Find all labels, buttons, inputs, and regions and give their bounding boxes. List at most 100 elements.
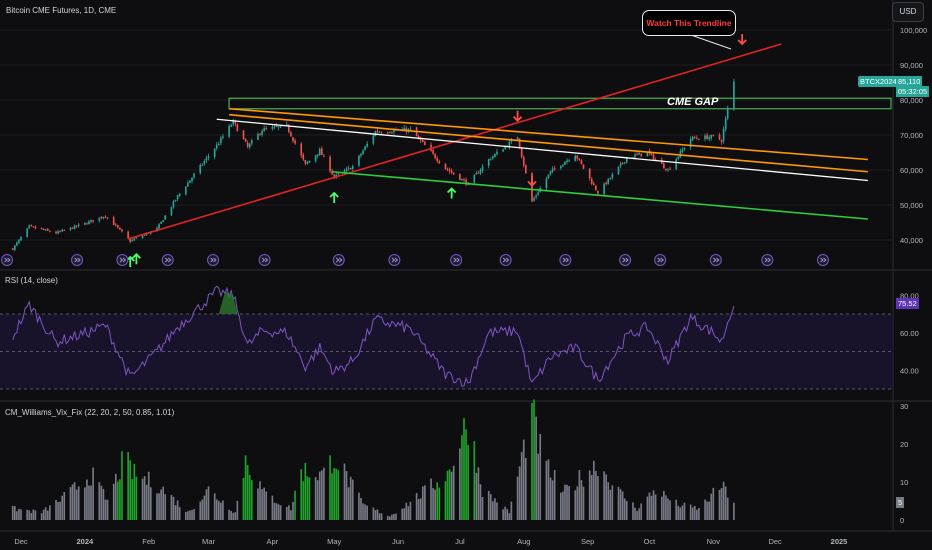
vix-bar (149, 487, 152, 520)
candle-body (718, 134, 721, 140)
time-tick-label: Oct (644, 537, 657, 546)
vix-bar (244, 455, 247, 520)
candle-body (520, 148, 523, 157)
candle-body (178, 193, 181, 196)
vix-bar (366, 505, 368, 520)
candle-body (590, 178, 593, 184)
candle-body (459, 173, 461, 180)
vix-bar (733, 502, 735, 520)
vix-bar (316, 480, 319, 520)
trendline-white (216, 118, 868, 182)
candle-body (215, 144, 218, 149)
candle-body (201, 164, 204, 166)
vix-bar (574, 490, 577, 520)
event-marker-glyph (391, 257, 399, 263)
vix-bar (73, 482, 76, 520)
vix-bar (257, 488, 259, 520)
candle-body (292, 137, 294, 142)
vix-bar (90, 485, 92, 520)
candle-body (302, 154, 305, 160)
vix-bar (650, 495, 653, 520)
vix-bar (176, 500, 179, 520)
vix-bar (143, 476, 146, 520)
vix-bar (55, 499, 57, 520)
candle-body (271, 126, 274, 130)
time-tick-label: Mar (202, 537, 215, 546)
event-marker-glyph (164, 257, 172, 263)
candle-body (421, 139, 424, 142)
vix-bar (562, 491, 564, 520)
candle-body (547, 174, 550, 179)
vix-bar (553, 470, 556, 520)
vix-bar (683, 502, 686, 520)
price-tick-label: 40,000 (900, 236, 923, 245)
rsi-line (12, 285, 735, 387)
vix-bar (496, 502, 498, 520)
vix-bar (590, 474, 593, 520)
vix-bar (117, 481, 119, 520)
candle-body (46, 228, 49, 231)
candle-body (504, 146, 507, 150)
candle-body (568, 160, 570, 162)
candle-body (73, 225, 76, 230)
vix-bar (605, 474, 607, 520)
vix-bar (164, 494, 167, 520)
candle-body (524, 164, 527, 174)
candle-body (158, 224, 160, 229)
vix-bar (201, 499, 204, 520)
vix-bar (549, 477, 552, 520)
price-tick-label: 100,000 (900, 26, 927, 35)
vix-bar (230, 511, 232, 520)
vix-bar (119, 479, 121, 520)
candle-body (566, 160, 568, 163)
vix-bar (681, 505, 684, 520)
candle-body (100, 216, 103, 219)
candle-body (502, 149, 504, 152)
vix-bar (302, 481, 305, 520)
vix-bar (438, 487, 441, 520)
candle-body (88, 221, 90, 225)
candle-body (366, 143, 368, 147)
candle-body (380, 132, 383, 134)
currency-button[interactable]: USD (892, 2, 924, 22)
rsi-overbought-fill (218, 291, 238, 314)
vix-bar (135, 476, 138, 520)
candle-body (335, 174, 338, 177)
vix-bar (213, 493, 216, 520)
vix-bar (611, 485, 614, 520)
candle-body (551, 168, 554, 172)
candle-body (42, 228, 45, 230)
rsi-tick-label: 80.00 (900, 291, 919, 300)
vix-bar (636, 510, 638, 520)
candle-body (665, 168, 667, 171)
vix-bar (712, 487, 715, 520)
vix-bar (193, 508, 195, 520)
candle-body (663, 163, 665, 169)
candle-body (308, 160, 311, 163)
vix-bar (347, 487, 350, 520)
vix-bar (40, 513, 43, 520)
vix-bar (114, 473, 117, 520)
candle-body (607, 178, 610, 184)
vix-bar (234, 512, 237, 520)
vix-bar (158, 493, 160, 520)
candle-body (119, 227, 121, 230)
price-axis[interactable]: 100,000 90,000 80,000 70,000 60,000 50,000 40,… (900, 26, 927, 245)
candle-body (391, 132, 393, 134)
event-markers[interactable] (1, 254, 829, 266)
candle-body (463, 179, 465, 181)
candle-body (86, 223, 88, 225)
candle-body (77, 224, 80, 226)
vix-tick-label: 10 (900, 478, 908, 487)
vix-bar (696, 509, 698, 520)
trendlines[interactable] (127, 43, 868, 240)
time-axis[interactable]: Dec 2024 Feb Mar Apr May Jun Jul Aug Sep Oct Nov Dec… (14, 537, 847, 546)
vix-bar (698, 507, 700, 520)
candle-body (508, 141, 511, 148)
vix-bar (677, 505, 680, 520)
candle-body (708, 137, 711, 140)
vix-bar (236, 500, 239, 520)
vix-bar (477, 467, 480, 520)
candle-body (722, 129, 725, 142)
